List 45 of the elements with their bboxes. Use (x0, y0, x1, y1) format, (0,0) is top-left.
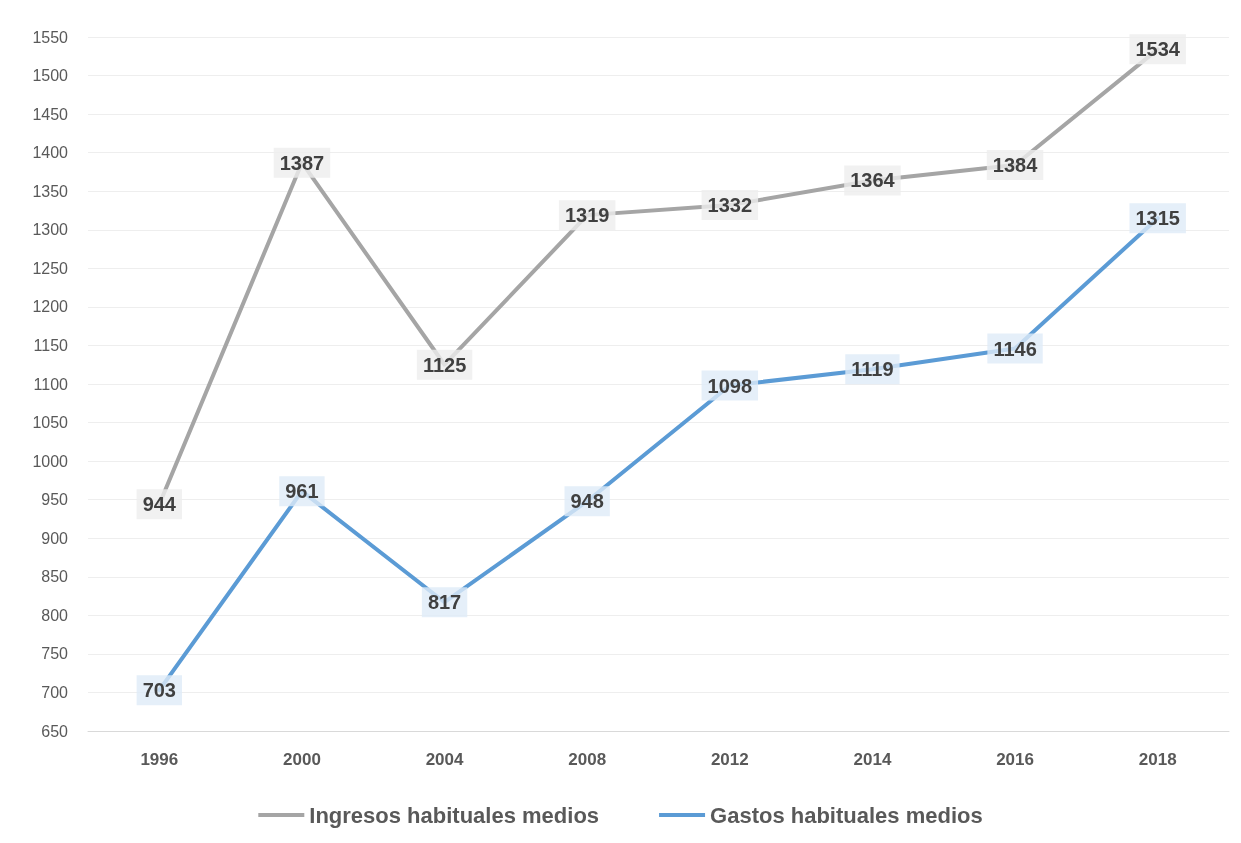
data-label: 817 (427, 591, 462, 614)
legend-label: Gastos habituales medios (710, 802, 983, 828)
y-tick-label: 1000 (32, 452, 69, 470)
data-label: 1534 (1135, 38, 1181, 61)
x-tick-label: 2018 (1138, 750, 1177, 769)
x-tick-label: 2012 (710, 750, 749, 769)
y-tick-label: 1050 (32, 414, 69, 432)
y-tick-label: 950 (41, 491, 69, 509)
data-label: 948 (570, 490, 604, 513)
y-tick-label: 1250 (32, 259, 69, 277)
x-tick-label: 2016 (996, 750, 1034, 769)
x-tick-label: 2008 (568, 750, 607, 769)
y-tick-label: 650 (41, 722, 69, 740)
y-tick-label: 750 (41, 645, 69, 663)
legend-label: Ingresos habituales medios (309, 802, 600, 828)
y-tick-label: 1550 (32, 28, 69, 46)
data-label: 1119 (851, 358, 894, 381)
y-tick-label: 800 (41, 606, 69, 624)
data-label: 1098 (707, 374, 753, 397)
data-label: 1332 (707, 194, 753, 217)
x-tick-label: 1996 (140, 750, 179, 769)
y-tick-label: 1200 (32, 298, 69, 316)
y-tick-label: 1100 (33, 375, 69, 393)
data-label: 703 (142, 679, 176, 702)
data-label: 1364 (850, 169, 896, 192)
y-tick-label: 900 (41, 529, 69, 547)
y-tick-label: 1500 (32, 67, 69, 85)
y-tick-label: 1300 (32, 221, 69, 239)
data-label: 1146 (993, 337, 1037, 360)
y-tick-label: 850 (41, 568, 69, 586)
y-tick-label: 700 (41, 683, 69, 701)
x-tick-label: 2004 (425, 750, 465, 769)
data-label: 1125 (422, 353, 467, 376)
y-tick-label: 1350 (32, 182, 69, 200)
x-tick-label: 2014 (853, 750, 892, 769)
y-tick-label: 1400 (32, 144, 69, 162)
data-label: 961 (285, 480, 319, 503)
y-tick-label: 1150 (33, 336, 69, 354)
data-label: 1319 (564, 204, 610, 227)
data-label: 944 (142, 493, 177, 516)
data-label: 1384 (992, 154, 1039, 176)
y-tick-label: 1450 (32, 105, 69, 123)
data-label: 1387 (279, 151, 325, 174)
x-tick-label: 2000 (283, 750, 321, 769)
data-label: 1315 (1135, 207, 1180, 230)
